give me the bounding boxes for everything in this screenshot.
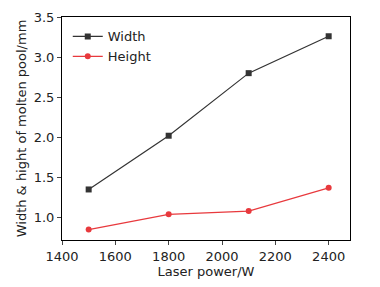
svg-text:2000: 2000 (205, 249, 238, 264)
svg-text:2.0: 2.0 (34, 130, 55, 145)
svg-text:2400: 2400 (312, 249, 345, 264)
svg-text:Width & hight of molten pool/m: Width & hight of molten pool/mm (14, 20, 29, 238)
svg-text:Width: Width (108, 29, 146, 44)
svg-text:1.5: 1.5 (34, 170, 55, 185)
svg-text:2200: 2200 (259, 249, 292, 264)
svg-text:1.0: 1.0 (34, 210, 55, 225)
svg-text:2.5: 2.5 (34, 90, 55, 105)
svg-text:1600: 1600 (99, 249, 132, 264)
svg-text:Height: Height (108, 49, 151, 64)
svg-text:Laser power/W: Laser power/W (158, 264, 255, 279)
svg-text:1400: 1400 (45, 249, 78, 264)
svg-text:3.5: 3.5 (34, 10, 55, 25)
svg-text:3.0: 3.0 (34, 50, 55, 65)
svg-text:1800: 1800 (152, 249, 185, 264)
